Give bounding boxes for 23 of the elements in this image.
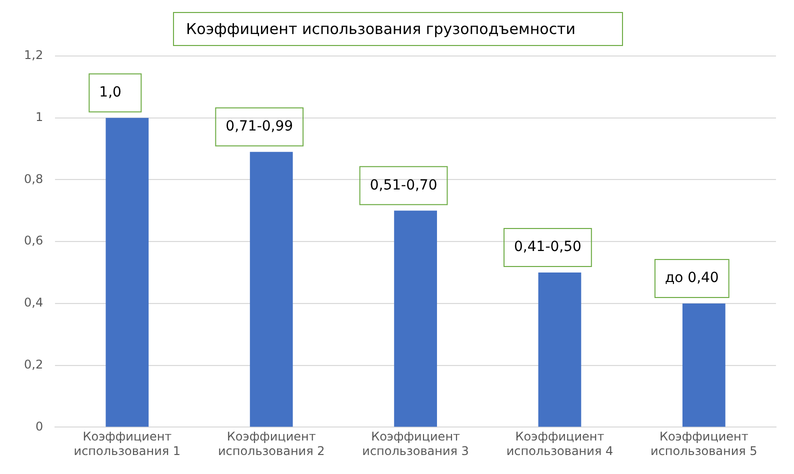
y-tick-label: 0,4 bbox=[24, 296, 44, 310]
bar bbox=[394, 210, 437, 427]
data-label: 0,71-0,99 bbox=[226, 118, 294, 135]
x-tick-label: Коэффициент использования 2 bbox=[218, 430, 325, 458]
y-tick-label: 0,8 bbox=[24, 172, 44, 186]
bar bbox=[682, 303, 726, 427]
bar bbox=[538, 272, 582, 427]
y-tick-label: 0 bbox=[35, 419, 44, 434]
x-tick-label: Коэффициент использования 5 bbox=[650, 430, 758, 458]
x-tick-label: Коэффициент использования 4 bbox=[506, 430, 614, 458]
data-label: 1,0 bbox=[99, 84, 122, 101]
y-tick-label: 1 bbox=[35, 110, 44, 124]
x-tick-label: Коэффициент использования 3 bbox=[362, 430, 469, 458]
y-tick-label: 1,2 bbox=[24, 48, 44, 62]
y-tick-label: 0,2 bbox=[24, 357, 44, 372]
chart-title: Коэффициент использования грузоподъемности bbox=[173, 12, 623, 46]
data-label: 0,51-0,70 bbox=[370, 177, 438, 194]
data-label: 0,41-0,50 bbox=[514, 239, 582, 256]
y-tick-label: 0,6 bbox=[24, 234, 44, 248]
x-tick-label: Коэффициент использования 1 bbox=[74, 430, 181, 458]
data-label: до 0,40 bbox=[664, 270, 719, 286]
bar bbox=[250, 152, 293, 427]
bar bbox=[106, 118, 149, 427]
